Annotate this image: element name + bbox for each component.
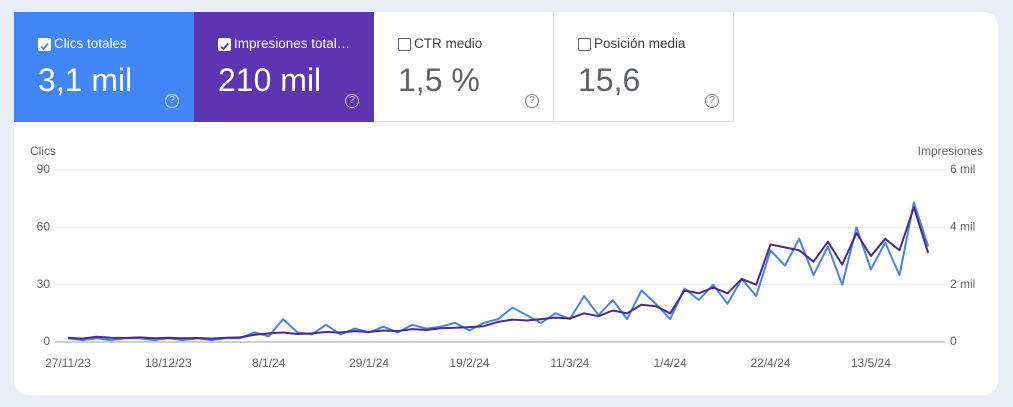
- metric-card[interactable]: CTR medio 1,5 %?: [374, 12, 554, 122]
- y-tick-label: 30: [37, 277, 51, 291]
- x-tick-label: 27/11/23: [45, 356, 91, 370]
- help-icon: ?: [705, 94, 719, 108]
- help-icon: ?: [165, 94, 179, 108]
- x-tick-label: 22/4/24: [750, 356, 790, 370]
- y-axis-label: Clics: [30, 144, 56, 158]
- metric-card[interactable]: Posición media 15,6?: [554, 12, 734, 122]
- metric-card[interactable]: Clics totales 3,1 mil?: [14, 12, 194, 122]
- help-icon: ?: [345, 94, 359, 108]
- x-tick-label: 1/4/24: [653, 356, 687, 370]
- card-value: 15,6: [578, 62, 641, 98]
- y-tick-label: 60: [37, 220, 51, 234]
- checkbox: [398, 38, 411, 51]
- checkbox: [578, 38, 591, 51]
- card-label: CTR medio: [414, 36, 483, 51]
- x-tick-label: 8/1/24: [252, 356, 286, 370]
- y2-tick-label: 2 mil: [950, 277, 975, 291]
- help-icon: ?: [525, 94, 539, 108]
- x-tick-label: 19/2/24: [449, 356, 489, 370]
- y2-tick-label: 0: [950, 334, 957, 348]
- y2-axis-label: Impresiones: [918, 144, 983, 158]
- series-line: [67, 201, 930, 342]
- checkbox: [38, 38, 51, 51]
- x-tick-label: 29/1/24: [349, 356, 389, 370]
- y2-tick-label: 4 mil: [950, 220, 975, 234]
- card-label: Clics totales: [54, 36, 127, 51]
- card-value: 210 mil: [218, 62, 322, 98]
- metric-card[interactable]: Impresiones total… 210 mil?: [194, 12, 374, 122]
- x-tick-label: 18/12/23: [145, 356, 192, 370]
- y-tick-label: 0: [43, 334, 50, 348]
- card-label: Impresiones total…: [234, 36, 351, 51]
- card-label: Posición media: [594, 36, 686, 51]
- checkbox: [218, 38, 231, 51]
- y2-tick-label: 6 mil: [950, 162, 975, 176]
- x-tick-label: 13/5/24: [851, 356, 891, 370]
- card-value: 1,5 %: [398, 62, 480, 98]
- series-line: [67, 206, 930, 340]
- card-value: 3,1 mil: [38, 62, 133, 98]
- x-tick-label: 11/3/24: [550, 356, 589, 370]
- y-tick-label: 90: [37, 162, 51, 176]
